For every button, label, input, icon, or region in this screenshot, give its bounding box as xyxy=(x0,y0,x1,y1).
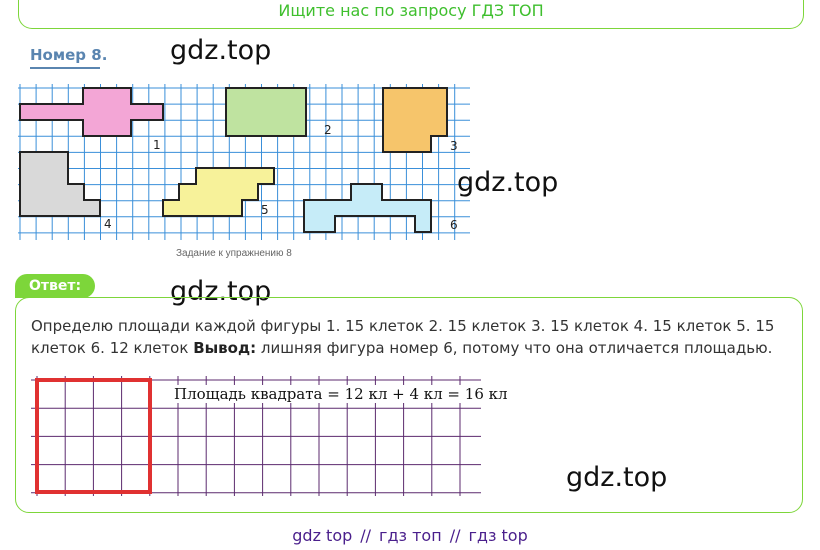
answer-box xyxy=(15,297,803,513)
figure-label-1: 1 xyxy=(153,138,161,152)
search-banner: Ищите нас по запросу ГДЗ ТОП xyxy=(18,0,804,29)
figure-caption: Задание к упражнению 8 xyxy=(176,248,292,259)
figure-label-6: 6 xyxy=(450,218,458,232)
figure-label-3: 3 xyxy=(450,139,458,153)
footer-link-1[interactable]: gdz top xyxy=(292,526,353,545)
exercise-title: Номер 8. xyxy=(30,46,108,64)
watermark: gdz.top xyxy=(170,276,272,307)
watermark: gdz.top xyxy=(457,167,559,198)
footer: gdz top // гдз топ // гдз top xyxy=(0,526,820,545)
answer-text: Определю площади каждой фигуры 1. 15 кле… xyxy=(31,315,796,359)
footer-separator: // xyxy=(360,526,372,545)
watermark: gdz.top xyxy=(566,462,668,493)
figure-1 xyxy=(19,87,164,137)
answer-conclusion: лишняя фигура номер 6, потому что она от… xyxy=(260,339,773,357)
watermark: gdz.top xyxy=(170,35,272,66)
figure-3 xyxy=(382,87,448,153)
square-area-formula: Площадь квадрата = 12 кл + 4 кл = 16 кл xyxy=(172,385,510,403)
footer-separator: // xyxy=(449,526,461,545)
figure-2 xyxy=(225,87,307,137)
figure-4 xyxy=(19,151,101,217)
footer-link-3[interactable]: гдз top xyxy=(468,526,528,545)
figure-label-5: 5 xyxy=(261,203,269,217)
footer-link-2[interactable]: гдз топ xyxy=(379,526,442,545)
red-square xyxy=(35,378,152,494)
figure-label-4: 4 xyxy=(104,217,112,231)
figure-6 xyxy=(303,183,432,233)
title-underline xyxy=(30,67,100,69)
figure-5 xyxy=(162,167,275,217)
conclusion-label: Вывод: xyxy=(193,339,257,357)
square-grid xyxy=(31,376,481,496)
answer-areas: Определю площади каждой фигуры 1. 15 кле… xyxy=(31,317,775,357)
exercise-figure: 1 2 3 4 5 6 xyxy=(18,84,470,240)
answer-tab: Ответ: xyxy=(15,274,95,298)
figure-label-2: 2 xyxy=(324,123,332,137)
